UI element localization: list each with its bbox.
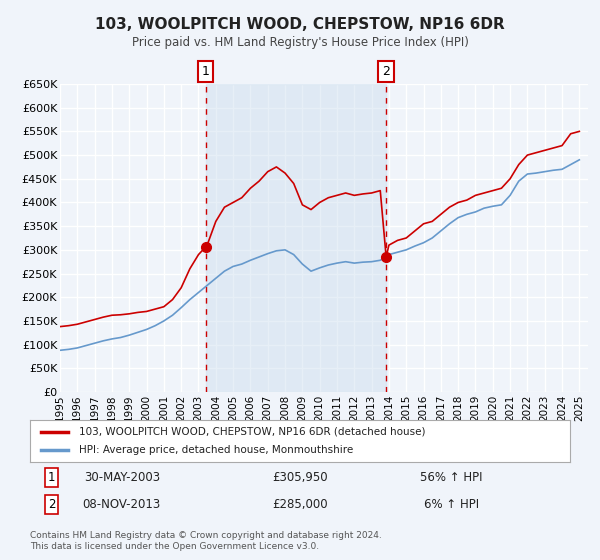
Text: 103, WOOLPITCH WOOD, CHEPSTOW, NP16 6DR (detached house): 103, WOOLPITCH WOOD, CHEPSTOW, NP16 6DR … (79, 427, 425, 437)
Text: 1: 1 (48, 471, 55, 484)
Text: 30-MAY-2003: 30-MAY-2003 (84, 471, 160, 484)
Text: 2: 2 (382, 65, 390, 78)
Text: 08-NOV-2013: 08-NOV-2013 (83, 498, 161, 511)
Text: Contains HM Land Registry data © Crown copyright and database right 2024.: Contains HM Land Registry data © Crown c… (30, 531, 382, 540)
Text: £285,000: £285,000 (272, 498, 328, 511)
Text: 103, WOOLPITCH WOOD, CHEPSTOW, NP16 6DR: 103, WOOLPITCH WOOD, CHEPSTOW, NP16 6DR (95, 17, 505, 32)
Text: This data is licensed under the Open Government Licence v3.0.: This data is licensed under the Open Gov… (30, 542, 319, 551)
Text: 2: 2 (48, 498, 55, 511)
Text: 1: 1 (202, 65, 209, 78)
Text: HPI: Average price, detached house, Monmouthshire: HPI: Average price, detached house, Monm… (79, 445, 353, 455)
Text: Price paid vs. HM Land Registry's House Price Index (HPI): Price paid vs. HM Land Registry's House … (131, 36, 469, 49)
Text: 56% ↑ HPI: 56% ↑ HPI (420, 471, 482, 484)
Bar (206, 84, 386, 392)
Text: 6% ↑ HPI: 6% ↑ HPI (424, 498, 479, 511)
Text: £305,950: £305,950 (272, 471, 328, 484)
